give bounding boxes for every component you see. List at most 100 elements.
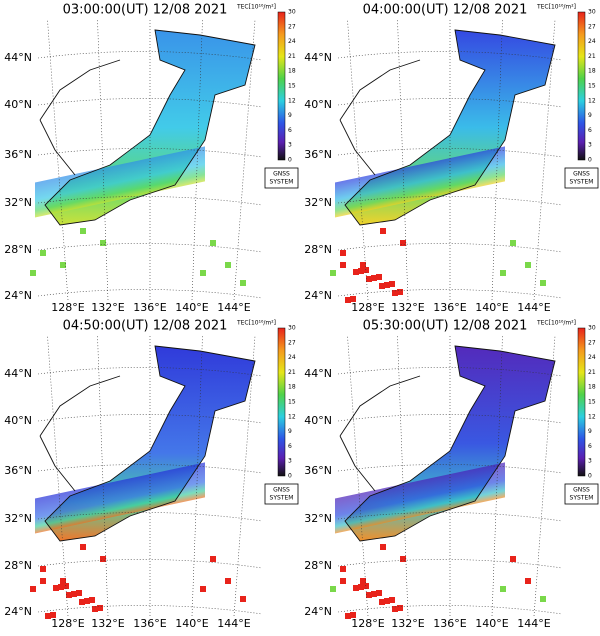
tec-pixel: [71, 591, 77, 597]
colorbar-tick: 15: [288, 399, 296, 406]
colorbar-tick: 15: [288, 83, 296, 90]
lon-label: 132°E: [391, 301, 424, 314]
parallel: [37, 98, 263, 108]
colorbar-label: TEC[10¹⁶/m²]: [236, 4, 276, 11]
tec-pixel: [400, 240, 406, 246]
tec-pixel: [350, 612, 356, 618]
lon-label: 140°E: [175, 617, 208, 630]
tec-pixel: [358, 268, 364, 274]
tec-pixel: [500, 270, 506, 276]
colorbar-tick: 0: [588, 157, 592, 164]
lon-label: 136°E: [433, 617, 466, 630]
colorbar-tick: 3: [588, 458, 592, 465]
colorbar-tick: 3: [288, 142, 292, 149]
colorbar: [277, 327, 286, 477]
colorbar-tick: 18: [288, 68, 296, 75]
meridian: [97, 19, 109, 301]
tec-pixel: [540, 596, 546, 602]
tec-pixel: [45, 613, 51, 619]
lat-label: 36°N: [304, 148, 332, 161]
coastline: [39, 375, 121, 492]
lat-label: 28°N: [4, 243, 32, 256]
badge-text: GNSS: [273, 487, 290, 494]
tec-pixel: [353, 585, 359, 591]
tec-pixel: [350, 296, 356, 302]
coastline: [339, 59, 421, 176]
colorbar-tick: 6: [288, 127, 292, 134]
colorbar-tick: 6: [288, 443, 292, 450]
lon-label: 140°E: [475, 301, 508, 314]
colorbar-tick: 18: [588, 68, 596, 75]
tec-pixel: [366, 276, 372, 282]
tec-field-south: [35, 146, 205, 218]
tec-pixel: [379, 599, 385, 605]
tec-pixel: [240, 280, 246, 286]
lon-label: 144°E: [217, 617, 250, 630]
lat-label: 36°N: [4, 464, 32, 477]
tec-pixel: [371, 275, 377, 281]
panel-title: 05:30:00(UT) 12/08 2021: [363, 319, 528, 334]
tec-pixel: [389, 597, 395, 603]
tec-pixel: [84, 598, 90, 604]
tec-pixel: [200, 586, 206, 592]
tec-pixel: [340, 566, 346, 572]
badge-text: GNSS: [273, 171, 290, 178]
tec-field-south: [335, 146, 505, 218]
badge-text: SYSTEM: [570, 495, 594, 502]
badge: [564, 483, 599, 505]
colorbar-tick: 9: [288, 112, 292, 119]
tec-pixel: [92, 606, 98, 612]
colorbar-tick: 24: [588, 354, 596, 361]
lat-label: 24°N: [304, 289, 332, 302]
coastline: [339, 375, 421, 492]
lat-label: 44°N: [4, 367, 32, 380]
tec-field-south: [335, 462, 505, 534]
lon-label: 128°E: [51, 301, 84, 314]
panel-title: 04:00:00(UT) 12/08 2021: [363, 3, 528, 18]
parallel: [337, 243, 563, 253]
colorbar-tick: 3: [288, 458, 292, 465]
tec-pixel: [358, 584, 364, 590]
tec-pixel: [366, 592, 372, 598]
colorbar-tick: 21: [588, 369, 596, 376]
tec-pixel: [397, 289, 403, 295]
colorbar-tick: 18: [288, 384, 296, 391]
tec-pixel: [40, 578, 46, 584]
meridian: [347, 19, 369, 301]
colorbar-tick: 27: [288, 339, 296, 346]
tec-pixel: [60, 262, 66, 268]
tec-pixel: [380, 544, 386, 550]
lon-label: 136°E: [133, 301, 166, 314]
colorbar-tick: 3: [588, 142, 592, 149]
tec-pixel: [53, 585, 59, 591]
colorbar-tick: 15: [588, 83, 596, 90]
lat-label: 28°N: [304, 559, 332, 572]
tec-pixel: [380, 228, 386, 234]
lat-label: 32°N: [304, 196, 332, 209]
coastline: [39, 59, 121, 176]
tec-pixel: [392, 606, 398, 612]
tec-pixel: [60, 578, 66, 584]
badge-text: GNSS: [573, 487, 590, 494]
tec-pixel: [89, 597, 95, 603]
tec-pixel: [340, 250, 346, 256]
tec-pixel: [360, 578, 366, 584]
colorbar-tick: 0: [288, 157, 292, 164]
tec-pixel: [58, 584, 64, 590]
meridian: [97, 335, 109, 617]
lat-label: 40°N: [4, 414, 32, 427]
colorbar-tick: 6: [588, 127, 592, 134]
colorbar-tick: 30: [588, 9, 596, 16]
colorbar-tick: 18: [588, 384, 596, 391]
lat-label: 40°N: [4, 98, 32, 111]
panel-title: 04:50:00(UT) 12/08 2021: [63, 319, 228, 334]
lat-label: 24°N: [4, 289, 32, 302]
colorbar-tick: 21: [588, 53, 596, 60]
badge: [264, 483, 299, 505]
parallel: [337, 559, 563, 569]
colorbar-tick: 30: [588, 325, 596, 332]
meridian: [47, 335, 69, 617]
colorbar-tick: 21: [288, 369, 296, 376]
colorbar: [277, 11, 286, 161]
tec-pixel: [30, 270, 36, 276]
